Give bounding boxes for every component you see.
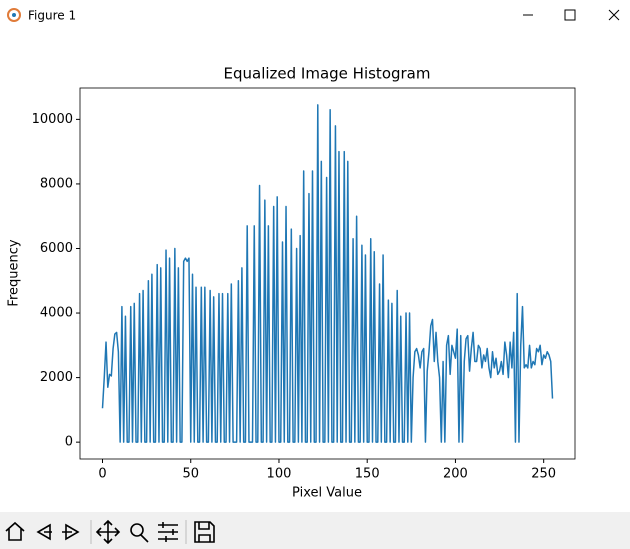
y-tick-label: 0 xyxy=(65,435,73,450)
x-tick-label: 250 xyxy=(531,467,556,482)
x-axis-label: Pixel Value xyxy=(292,486,362,501)
chart-title: Equalized Image Histogram xyxy=(224,65,431,83)
toolbar xyxy=(0,512,630,549)
y-tick-label: 10000 xyxy=(32,112,73,127)
y-tick-label: 8000 xyxy=(40,176,73,191)
close-button[interactable] xyxy=(608,9,620,21)
zoom-button[interactable] xyxy=(130,523,149,543)
y-tick-label: 4000 xyxy=(40,306,73,321)
x-tick-label: 150 xyxy=(355,467,380,482)
title-bar xyxy=(0,0,630,30)
configure-button[interactable] xyxy=(158,522,178,542)
x-tick-label: 0 xyxy=(98,467,106,482)
pan-button[interactable] xyxy=(95,519,121,545)
y-tick-label: 6000 xyxy=(40,241,73,256)
histogram-line xyxy=(101,104,554,443)
y-axis-label: Frequency xyxy=(7,239,22,306)
x-tick-label: 50 xyxy=(182,467,199,482)
save-button[interactable] xyxy=(194,521,215,543)
forward-button[interactable] xyxy=(62,523,80,541)
home-button[interactable] xyxy=(5,521,25,541)
app-icon xyxy=(7,8,21,22)
back-button[interactable] xyxy=(36,523,52,541)
window-title: Figure 1 xyxy=(28,9,76,23)
maximize-button[interactable] xyxy=(564,9,576,21)
x-tick-label: 200 xyxy=(443,467,468,482)
y-tick-label: 2000 xyxy=(40,370,73,385)
x-tick-label: 100 xyxy=(267,467,292,482)
plot-frame xyxy=(79,87,576,460)
